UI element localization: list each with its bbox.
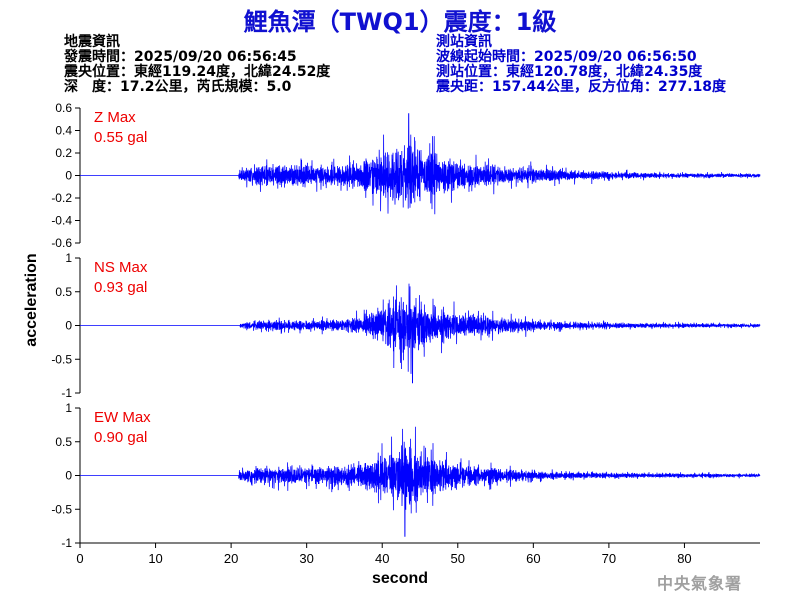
y-tick-label-ns: -0.5 xyxy=(51,352,72,366)
epicenter-text: 震央位置：東經119.24度，北緯24.52度 xyxy=(64,64,331,80)
y-tick-label-z: 0.4 xyxy=(55,124,72,138)
y-tick-label-z: 0.2 xyxy=(55,146,72,160)
quake-info-block: 地震資訊 發震時間：2025/09/20 06:56:45 震央位置：東經119… xyxy=(64,35,330,95)
x-tick-label: 40 xyxy=(375,551,389,566)
x-tick-label: 0 xyxy=(76,551,83,566)
y-tick-label-ew: 0 xyxy=(65,469,72,483)
x-tick-label: 60 xyxy=(526,551,540,566)
y-tick-label-ew: -0.5 xyxy=(51,502,72,516)
x-tick-label: 70 xyxy=(602,551,616,566)
y-tick-label-z: 0 xyxy=(65,169,72,183)
y-tick-label-ew: -1 xyxy=(61,536,72,550)
y-tick-label-z: -0.2 xyxy=(51,191,72,205)
peak-label-ns: NS Max xyxy=(94,259,148,276)
chart-title: 鯉魚潭（TWQ1）震度：1級 xyxy=(243,8,557,36)
waveform-trace-ew xyxy=(80,426,761,537)
x-tick-label: 50 xyxy=(451,551,465,566)
y-axis-label: acceleration xyxy=(23,253,40,347)
y-tick-label-ns: 0.5 xyxy=(55,285,72,299)
station-info-heading: 測站資訊 xyxy=(436,34,492,50)
wave-start-text: 波線起始時間：2025/09/20 06:56:50 xyxy=(436,49,697,65)
peak-value-ew: 0.90 gal xyxy=(94,429,147,446)
x-tick-label: 80 xyxy=(677,551,691,566)
y-tick-label-ns: -1 xyxy=(61,386,72,400)
peak-value-ns: 0.93 gal xyxy=(94,279,147,296)
x-axis-label: second xyxy=(372,570,429,587)
epicentral-distance-text: 震央距：157.44公里，反方位角：277.18度 xyxy=(436,79,727,95)
peak-label-z: Z Max xyxy=(94,109,136,126)
depth-magnitude-text: 深 度：17.2公里，芮氏規模：5.0 xyxy=(64,79,292,95)
y-tick-label-ns: 1 xyxy=(65,251,72,265)
x-tick-label: 10 xyxy=(148,551,162,566)
x-tick-label: 20 xyxy=(224,551,238,566)
peak-label-ew: EW Max xyxy=(94,409,151,426)
origin-time-text: 發震時間：2025/09/20 06:56:45 xyxy=(64,49,297,65)
waveform-trace-ns xyxy=(80,283,761,384)
peak-value-z: 0.55 gal xyxy=(94,129,147,146)
y-tick-label-ns: 0 xyxy=(65,319,72,333)
station-location-text: 測站位置：東經120.78度，北緯24.35度 xyxy=(436,64,703,80)
y-tick-label-z: 0.6 xyxy=(55,101,72,115)
station-info-block: 測站資訊 波線起始時間：2025/09/20 06:56:50 測站位置：東經1… xyxy=(436,35,726,95)
y-tick-label-ew: 0.5 xyxy=(55,435,72,449)
y-tick-label-z: -0.6 xyxy=(51,236,72,250)
quake-info-heading: 地震資訊 xyxy=(64,34,120,50)
x-tick-label: 30 xyxy=(299,551,313,566)
y-tick-label-ew: 1 xyxy=(65,401,72,415)
agency-watermark: 中央氣象署 xyxy=(657,574,743,593)
waveform-trace-z xyxy=(80,113,761,215)
y-tick-label-z: -0.4 xyxy=(51,214,72,228)
